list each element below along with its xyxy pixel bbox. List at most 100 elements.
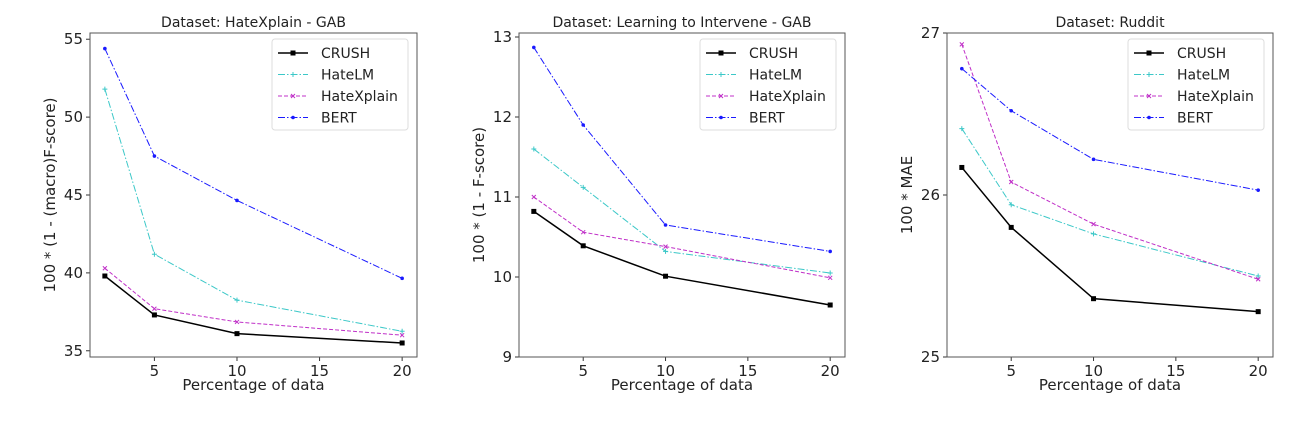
legend-box xyxy=(1127,38,1265,131)
marker-square xyxy=(1146,50,1152,56)
y-tick-label: 10 xyxy=(493,268,512,286)
marker-dot xyxy=(1256,188,1260,192)
marker-x xyxy=(663,244,668,249)
series-bert xyxy=(103,46,404,281)
legend-box xyxy=(271,38,409,131)
legend-label: HateLM xyxy=(749,68,802,84)
legend-label: HateXplain xyxy=(1177,89,1254,105)
chart-title: Dataset: Learning to Intervene - GAB xyxy=(553,15,812,31)
legend-label: BERT xyxy=(1177,111,1213,127)
series-hatexplain xyxy=(102,265,405,338)
y-axis-label: 100 * (1 - F-score) xyxy=(470,127,488,263)
plot-frame xyxy=(946,32,1274,358)
marker-dot xyxy=(719,115,723,120)
legend-item-crush: CRUSH xyxy=(706,46,798,62)
series-hatexplain xyxy=(531,194,833,281)
marker-x xyxy=(290,93,296,99)
subplot-2: Dataset: Learning to Intervene - GAB 5 10 1… xyxy=(470,15,846,394)
chart-title: Dataset: HateXplain - GAB xyxy=(161,15,346,31)
legend-label: HateLM xyxy=(321,68,374,84)
marker-x xyxy=(102,265,108,271)
marker-x xyxy=(580,229,586,235)
x-tick-label: 10 xyxy=(1084,362,1103,380)
marker-square xyxy=(580,243,586,249)
legend-item-hatelm: HateLM xyxy=(278,68,374,84)
y-tick-label: 45 xyxy=(64,186,83,204)
subplot-3: Dataset: Ruddit 5 10 15 20 25 26 27 Percentage o… xyxy=(898,15,1274,394)
marker-plus xyxy=(1146,72,1152,77)
x-tick-label: 15 xyxy=(1166,362,1185,380)
legend: CRUSH HateLM HateXplain BERT xyxy=(699,38,837,131)
marker-dot xyxy=(103,46,107,51)
marker-dot xyxy=(581,123,586,127)
series-line xyxy=(961,68,1259,191)
x-tick-label: 15 xyxy=(310,362,329,380)
marker-square xyxy=(827,302,833,308)
marker-square xyxy=(1091,296,1097,302)
marker-plus xyxy=(151,251,157,257)
subplot-1: Dataset: HateXplain - GAB 5 10 15 20 35 40 45 50… xyxy=(41,15,418,394)
legend-item-bert: BERT xyxy=(1134,111,1213,127)
series-line xyxy=(533,47,831,252)
marker-x xyxy=(1091,221,1096,227)
marker-plus xyxy=(718,72,724,77)
x-tick-label: 20 xyxy=(1249,362,1268,380)
x-tick-label: 10 xyxy=(227,362,246,380)
marker-x xyxy=(1146,93,1152,99)
y-tick-label: 25 xyxy=(921,348,940,366)
plot-frame xyxy=(518,32,846,358)
marker-square xyxy=(151,312,157,318)
legend-label: HateXplain xyxy=(321,89,398,105)
marker-dot xyxy=(960,66,964,71)
marker-plus xyxy=(234,297,240,303)
legend-label: CRUSH xyxy=(1177,46,1226,62)
marker-dot xyxy=(1009,108,1014,113)
x-tick-label: 10 xyxy=(656,362,675,380)
marker-dot xyxy=(152,154,157,158)
series-bert xyxy=(532,45,832,254)
marker-x xyxy=(1255,276,1261,282)
legend-label: HateLM xyxy=(1177,68,1230,84)
series-crush xyxy=(959,164,1261,315)
series-line xyxy=(104,267,403,336)
marker-plus xyxy=(580,184,586,190)
series-line xyxy=(533,148,831,274)
y-tick-label: 9 xyxy=(502,348,512,366)
plot-frame xyxy=(89,32,418,358)
y-tick-label: 27 xyxy=(921,24,940,42)
legend-item-hatexplain: HateXplain xyxy=(1134,89,1254,105)
y-tick-label: 40 xyxy=(64,264,83,282)
x-tick-label: 5 xyxy=(150,362,160,380)
series-line xyxy=(104,48,403,279)
x-axis-label: Percentage of data xyxy=(1039,376,1181,394)
y-tick-label: 50 xyxy=(64,108,83,126)
series-hatelm xyxy=(959,126,1261,279)
legend-item-hatelm: HateLM xyxy=(706,68,802,84)
chart-title: Dataset: Ruddit xyxy=(1055,15,1165,31)
legend: CRUSH HateLM HateXplain BERT xyxy=(1127,38,1265,131)
marker-plus xyxy=(1255,273,1261,279)
y-tick-label: 26 xyxy=(921,186,940,204)
marker-dot xyxy=(532,45,536,50)
marker-square xyxy=(959,164,965,170)
legend-label: CRUSH xyxy=(321,46,370,62)
series-hatelm xyxy=(531,146,833,276)
series-line xyxy=(961,44,1259,280)
y-axis-label: 100 * MAE xyxy=(898,156,916,234)
marker-square xyxy=(399,340,405,346)
series-hatexplain xyxy=(959,41,1261,282)
series-line xyxy=(961,166,1259,313)
marker-x xyxy=(152,306,157,312)
marker-x xyxy=(234,319,240,325)
marker-plus xyxy=(1008,202,1014,208)
x-tick-label: 20 xyxy=(393,362,412,380)
marker-square xyxy=(1008,224,1014,230)
legend-label: CRUSH xyxy=(749,46,798,62)
series-hatelm xyxy=(102,86,405,334)
x-tick-label: 5 xyxy=(1006,362,1016,380)
x-tick-label: 15 xyxy=(738,362,757,380)
legend: CRUSH HateLM HateXplain BERT xyxy=(271,38,409,131)
marker-plus xyxy=(663,248,669,254)
marker-dot xyxy=(828,249,832,254)
